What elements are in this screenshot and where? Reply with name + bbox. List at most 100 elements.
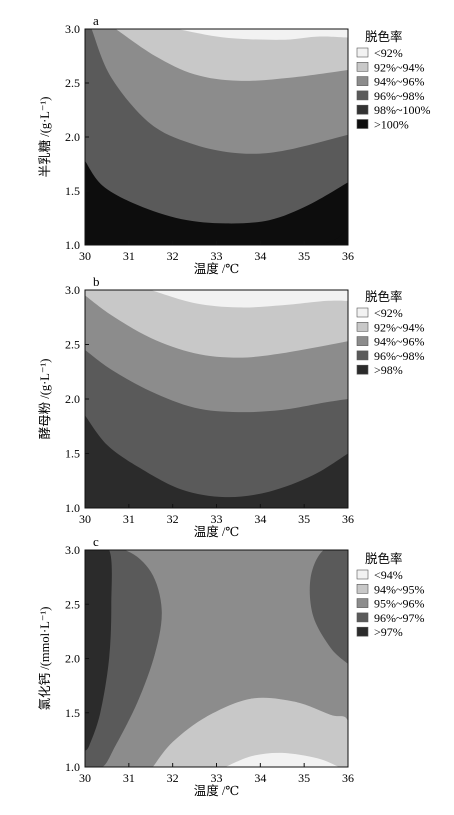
legend-entry: 96%~97% bbox=[374, 611, 424, 625]
legend-entry: 94%~96% bbox=[374, 75, 424, 89]
y-axis-label: 半乳糖 /(g·L⁻¹) bbox=[37, 97, 52, 178]
contour-region bbox=[85, 290, 348, 358]
panel-b: 30 31 32 33 34 35 36 1.0 1.5 2.0 2.5 3.0 温度 /℃ 酵母粉 /(… bbox=[37, 274, 424, 539]
x-tick-label: 32 bbox=[167, 771, 179, 785]
panel-label: b bbox=[93, 274, 100, 289]
x-tick-label: 34 bbox=[254, 512, 266, 526]
x-tick-label: 30 bbox=[79, 771, 91, 785]
legend: 脱色率 <92%92%~94%94%~96%96%~98%>98% bbox=[356, 289, 424, 377]
y-tick-label: 2.5 bbox=[65, 338, 80, 352]
y-tick-label: 1.5 bbox=[65, 706, 80, 720]
legend-entry: <92% bbox=[374, 306, 403, 320]
x-tick-label: 30 bbox=[79, 249, 91, 263]
x-tick-label: 31 bbox=[123, 249, 135, 263]
contour-region bbox=[319, 227, 348, 245]
legend-entry: 96%~98% bbox=[374, 89, 424, 103]
panel-c: 30 31 32 33 34 35 36 1.0 1.5 2.0 2.5 3.0 温度 /℃ 氯化钙 /(… bbox=[38, 534, 424, 798]
y-tick-label: 2.5 bbox=[65, 76, 80, 90]
contour-region bbox=[152, 697, 348, 767]
legend-entry: >97% bbox=[374, 625, 403, 639]
y-tick-label: 1.5 bbox=[65, 184, 80, 198]
legend-title: 脱色率 bbox=[365, 551, 403, 566]
x-axis-label: 温度 /℃ bbox=[194, 783, 240, 798]
contour-region bbox=[85, 550, 112, 751]
y-tick-label: 1.0 bbox=[65, 501, 80, 515]
y-tick-label: 3.0 bbox=[65, 283, 80, 297]
legend-entry: <94% bbox=[374, 568, 403, 582]
x-tick-label: 34 bbox=[254, 771, 266, 785]
x-tick-label: 33 bbox=[211, 771, 223, 785]
legend-swatch bbox=[356, 612, 369, 623]
legend-swatch bbox=[356, 90, 369, 101]
contour-region bbox=[102, 550, 348, 767]
legend-entry: <92% bbox=[374, 46, 403, 60]
contour-region bbox=[85, 290, 348, 308]
legend-swatch bbox=[356, 583, 369, 594]
legend-swatch bbox=[356, 626, 369, 637]
legend-swatch bbox=[356, 61, 369, 72]
x-tick-label: 36 bbox=[342, 771, 354, 785]
y-tick-label: 3.0 bbox=[65, 543, 80, 557]
contour-fills bbox=[85, 290, 348, 508]
y-axis-label: 氯化钙 /(mmol·L⁻¹) bbox=[38, 607, 52, 711]
x-tick-label: 33 bbox=[211, 249, 223, 263]
legend: 脱色率 <94%94%~95%95%~96%96%~97%>97% bbox=[356, 551, 424, 639]
y-tick-label: 2.0 bbox=[65, 130, 80, 144]
x-tick-label: 33 bbox=[211, 512, 223, 526]
legend-swatch bbox=[356, 336, 369, 346]
panel-label: c bbox=[93, 534, 99, 549]
y-tick-label: 2.0 bbox=[65, 652, 80, 666]
x-tick-label: 35 bbox=[298, 771, 310, 785]
x-axis-label: 温度 /℃ bbox=[194, 524, 240, 539]
y-tick-label: 2.5 bbox=[65, 597, 80, 611]
x-tick-label: 31 bbox=[123, 512, 135, 526]
contour-region bbox=[309, 550, 348, 664]
y-tick-label: 1.5 bbox=[65, 447, 80, 461]
panel-label: a bbox=[93, 13, 99, 28]
legend-entry: 94%~95% bbox=[374, 582, 424, 596]
legend-swatch bbox=[356, 307, 369, 318]
y-axis-label: 酵母粉 /(g·L⁻¹) bbox=[37, 359, 52, 440]
legend-title: 脱色率 bbox=[365, 289, 403, 304]
legend-entry: 92%~94% bbox=[374, 320, 424, 334]
y-tick-label: 3.0 bbox=[65, 22, 80, 36]
x-tick-label: 31 bbox=[123, 771, 135, 785]
legend-entry: 94%~96% bbox=[374, 335, 424, 349]
legend-swatch bbox=[356, 598, 369, 608]
y-tick-label: 1.0 bbox=[65, 238, 80, 252]
x-tick-label: 32 bbox=[167, 249, 179, 263]
legend-entry: 92%~94% bbox=[374, 60, 424, 74]
contour-region bbox=[85, 29, 348, 81]
x-tick-label: 34 bbox=[254, 249, 266, 263]
legend-swatch bbox=[356, 569, 369, 580]
contour-region bbox=[225, 752, 340, 767]
x-tick-label: 36 bbox=[342, 249, 354, 263]
contour-fills bbox=[85, 550, 348, 767]
legend-entry: >100% bbox=[374, 118, 409, 132]
x-tick-label: 30 bbox=[79, 512, 91, 526]
legend-title: 脱色率 bbox=[365, 29, 403, 44]
legend-swatch bbox=[356, 350, 369, 361]
x-tick-label: 35 bbox=[298, 512, 310, 526]
legend-entry: 98%~100% bbox=[374, 103, 430, 117]
legend-swatch bbox=[356, 321, 369, 332]
legend-swatch bbox=[356, 47, 369, 58]
legend: 脱色率 <92%92%~94%94%~96%96%~98%98%~100%>100… bbox=[356, 29, 430, 132]
panel-a: 30 31 32 33 34 35 36 1.0 1.5 2.0 2.5 3.0 温度 /℃ 半乳糖 /(… bbox=[37, 13, 430, 276]
legend-swatch bbox=[356, 364, 369, 375]
legend-swatch bbox=[356, 104, 369, 115]
x-axis-label: 温度 /℃ bbox=[194, 261, 240, 276]
y-tick-label: 2.0 bbox=[65, 392, 80, 406]
contour-fills bbox=[85, 29, 348, 245]
legend-swatch bbox=[356, 119, 369, 129]
legend-entry: >98% bbox=[374, 363, 403, 377]
x-tick-label: 35 bbox=[298, 249, 310, 263]
y-tick-label: 1.0 bbox=[65, 760, 80, 774]
legend-entry: 95%~96% bbox=[374, 597, 424, 611]
legend-swatch bbox=[356, 76, 369, 86]
contour-region bbox=[85, 29, 348, 40]
x-tick-label: 32 bbox=[167, 512, 179, 526]
legend-entry: 96%~98% bbox=[374, 349, 424, 363]
x-tick-label: 36 bbox=[342, 512, 354, 526]
